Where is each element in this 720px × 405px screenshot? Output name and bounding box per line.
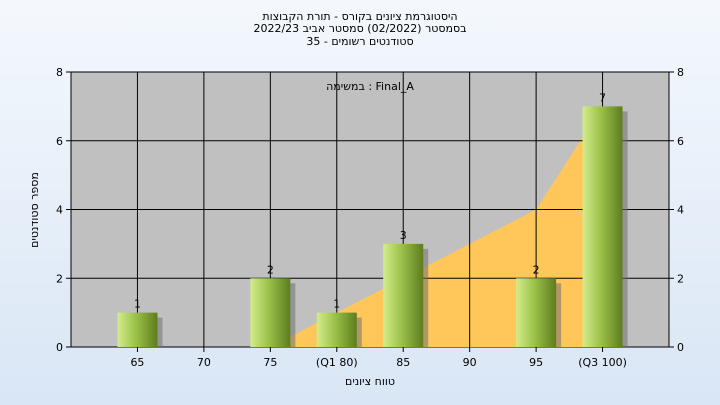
bar-value-label: 7	[599, 91, 606, 104]
bar-value-label: 3	[400, 229, 407, 242]
annotation-label: במשימה : Final_A	[326, 80, 414, 93]
x-axis-label: טווח ציונים	[345, 375, 395, 388]
bar	[250, 278, 291, 347]
y-tick-label-left: 0	[56, 341, 63, 354]
x-tick-label: 75	[263, 356, 277, 369]
y-tick-label-right: 0	[677, 341, 684, 354]
bar	[582, 106, 623, 347]
y-tick-label-right: 4	[677, 204, 684, 217]
x-tick-label: (Q3 100)	[578, 356, 627, 369]
y-tick-label-left: 6	[56, 135, 63, 148]
chart-title-line-3: סטודנטים רשומים - 35	[306, 35, 414, 48]
chart-title-line-2: בסמסטר (02/2022) סמסטר אביב 2022/23	[253, 22, 467, 35]
bar	[117, 312, 158, 347]
y-tick-label-left: 2	[56, 272, 63, 285]
cumulative-area	[203, 106, 603, 347]
y-tick-label-left: 8	[56, 66, 63, 79]
y-tick-label-right: 2	[677, 272, 684, 285]
x-tick-label: 95	[529, 356, 543, 369]
x-tick-label: (Q1 80)	[316, 356, 358, 369]
x-tick-label: 65	[130, 356, 144, 369]
y-axis-label: מספר סטודנטים	[28, 172, 41, 248]
x-tick-label: 85	[396, 356, 410, 369]
bar-value-label: 2	[533, 263, 540, 276]
bar	[383, 243, 424, 347]
x-tick-label: 90	[463, 356, 477, 369]
y-tick-label-right: 6	[677, 135, 684, 148]
bar	[316, 312, 357, 347]
y-tick-label-left: 4	[56, 204, 63, 217]
bar-value-label: 2	[267, 263, 274, 276]
chart-title-line-1: היסטוגרמת ציונים בקורס - תורת הקבוצות	[262, 10, 458, 23]
bar	[516, 278, 557, 347]
y-tick-label-right: 8	[677, 66, 684, 79]
bar-value-label: 1	[134, 298, 141, 311]
bar-value-label: 1	[333, 298, 340, 311]
x-tick-label: 70	[197, 356, 211, 369]
